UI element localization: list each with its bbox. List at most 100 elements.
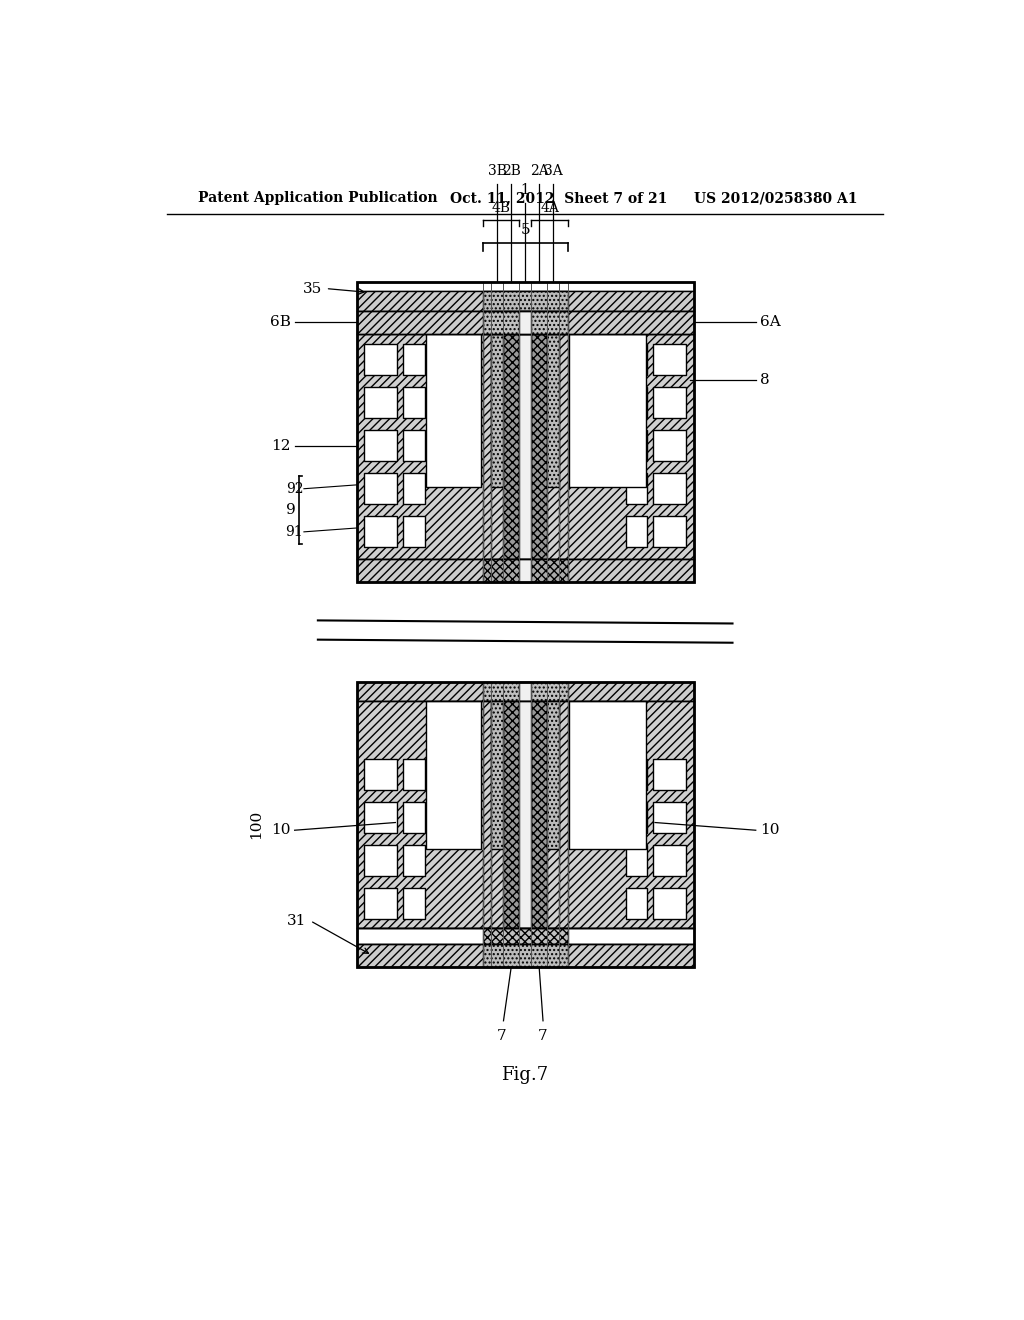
Bar: [492, 334, 504, 487]
Bar: [482, 312, 568, 334]
Text: 91: 91: [286, 525, 303, 539]
Bar: [426, 701, 481, 849]
Bar: [653, 759, 686, 789]
Text: 7: 7: [539, 1028, 548, 1043]
Bar: [403, 803, 425, 833]
Bar: [482, 334, 492, 558]
Bar: [356, 928, 693, 944]
Text: 4A: 4A: [541, 202, 559, 215]
Bar: [365, 803, 397, 833]
Text: 10: 10: [271, 824, 291, 837]
Bar: [365, 387, 397, 418]
Bar: [365, 516, 397, 548]
Bar: [356, 281, 693, 582]
Bar: [531, 334, 547, 558]
Text: US 2012/0258380 A1: US 2012/0258380 A1: [693, 191, 857, 206]
Bar: [519, 682, 531, 701]
Bar: [547, 334, 559, 487]
Bar: [482, 944, 568, 966]
Bar: [365, 845, 397, 876]
Text: 1: 1: [521, 183, 529, 197]
Bar: [356, 944, 693, 966]
Bar: [403, 845, 425, 876]
Bar: [356, 682, 693, 701]
Bar: [653, 345, 686, 375]
Bar: [356, 312, 693, 334]
Bar: [559, 701, 568, 928]
Text: 9: 9: [287, 503, 296, 517]
Bar: [626, 759, 647, 789]
Bar: [356, 281, 693, 290]
Bar: [626, 516, 647, 548]
Text: Oct. 11, 2012  Sheet 7 of 21: Oct. 11, 2012 Sheet 7 of 21: [450, 191, 667, 206]
Bar: [519, 558, 531, 582]
Bar: [403, 516, 425, 548]
Text: 4B: 4B: [492, 202, 510, 215]
Bar: [365, 888, 397, 919]
Text: 8: 8: [760, 374, 769, 387]
Bar: [482, 290, 568, 312]
Text: 12: 12: [271, 438, 291, 453]
Bar: [569, 701, 646, 849]
Bar: [626, 345, 647, 375]
Bar: [626, 803, 647, 833]
Text: 6A: 6A: [760, 315, 780, 330]
Bar: [559, 334, 568, 558]
Text: Fig.7: Fig.7: [501, 1065, 549, 1084]
Bar: [547, 701, 559, 849]
Bar: [626, 845, 647, 876]
Bar: [482, 928, 568, 944]
Bar: [403, 430, 425, 461]
Bar: [653, 845, 686, 876]
Bar: [504, 334, 519, 558]
Bar: [426, 334, 481, 487]
Bar: [482, 558, 568, 582]
Bar: [492, 701, 504, 849]
Text: 7: 7: [497, 1028, 507, 1043]
Text: 5: 5: [520, 223, 530, 238]
Bar: [403, 345, 425, 375]
Bar: [482, 682, 568, 701]
Text: 3A: 3A: [544, 164, 562, 178]
Bar: [356, 682, 693, 966]
Text: 10: 10: [760, 824, 779, 837]
Bar: [365, 345, 397, 375]
Bar: [653, 430, 686, 461]
Text: 35: 35: [302, 281, 322, 296]
Bar: [365, 430, 397, 461]
Bar: [531, 701, 547, 928]
Text: 92: 92: [286, 482, 303, 496]
Bar: [626, 430, 647, 461]
Bar: [653, 474, 686, 504]
Text: 2A: 2A: [529, 164, 549, 178]
Bar: [403, 387, 425, 418]
Text: 31: 31: [287, 913, 306, 928]
Bar: [569, 334, 646, 487]
Bar: [626, 888, 647, 919]
Bar: [365, 759, 397, 789]
Bar: [356, 290, 693, 312]
Bar: [653, 888, 686, 919]
Bar: [519, 334, 531, 558]
Text: 3B: 3B: [487, 164, 507, 178]
Text: Patent Application Publication: Patent Application Publication: [198, 191, 437, 206]
Bar: [653, 516, 686, 548]
Text: 100: 100: [249, 810, 263, 840]
Bar: [519, 701, 531, 928]
Bar: [356, 701, 693, 928]
Bar: [504, 701, 519, 928]
Bar: [356, 558, 693, 582]
Text: 6B: 6B: [270, 315, 291, 330]
Bar: [626, 387, 647, 418]
Bar: [356, 334, 693, 558]
Bar: [482, 701, 492, 928]
Bar: [403, 888, 425, 919]
Bar: [403, 759, 425, 789]
Text: 2B: 2B: [502, 164, 520, 178]
Bar: [365, 474, 397, 504]
Bar: [403, 474, 425, 504]
Bar: [653, 387, 686, 418]
Bar: [653, 803, 686, 833]
Bar: [519, 312, 531, 334]
Bar: [626, 474, 647, 504]
